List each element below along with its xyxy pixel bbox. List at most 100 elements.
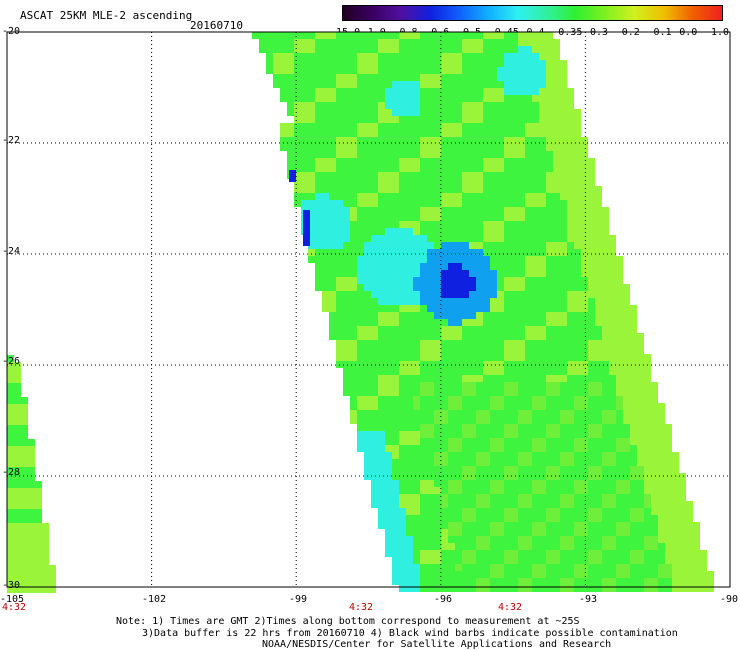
swath-cell <box>441 158 448 165</box>
swath-cell <box>539 473 546 480</box>
swath-cell <box>427 172 434 179</box>
swath-cell <box>595 480 602 487</box>
swath-cell <box>308 193 315 200</box>
swath-cell <box>476 312 483 319</box>
map-title: ASCAT 25KM MLE-2 ascending <box>20 9 193 22</box>
swath-cell <box>588 571 595 578</box>
swath-cell <box>455 74 462 81</box>
swath-cell <box>448 67 455 74</box>
swath-cell <box>287 109 294 116</box>
swath-cell <box>574 403 581 410</box>
swath-cell <box>679 564 686 571</box>
swath-cell <box>343 165 350 172</box>
swath-cell <box>490 95 497 102</box>
swath-cell <box>385 60 392 67</box>
swath-cell <box>700 585 707 592</box>
swath-cell <box>385 536 392 543</box>
swath-cell <box>602 585 609 592</box>
swath-cell <box>476 116 483 123</box>
swath-cell <box>630 326 637 333</box>
swath-cell <box>455 298 462 305</box>
swath-cell <box>308 137 315 144</box>
swath-cell <box>322 165 329 172</box>
swath-cell <box>315 144 322 151</box>
swath-cell <box>504 144 511 151</box>
swath-cell <box>357 382 364 389</box>
swath-cell <box>637 431 644 438</box>
swath-cell <box>567 116 574 123</box>
swath-cell <box>462 214 469 221</box>
swath-cell <box>546 445 553 452</box>
swath-cell <box>574 165 581 172</box>
swath-cell <box>476 389 483 396</box>
swath-cell <box>350 284 357 291</box>
swath-cell <box>441 102 448 109</box>
swath-cell <box>581 424 588 431</box>
swath-cell <box>343 389 350 396</box>
swath-cell <box>637 585 644 592</box>
swath-cell <box>665 578 672 585</box>
swath-cell <box>588 200 595 207</box>
swath-cell <box>511 158 518 165</box>
swath-cell <box>665 585 672 592</box>
swath-cell <box>581 487 588 494</box>
swath-cell <box>546 347 553 354</box>
swath-cell <box>497 480 504 487</box>
swath-cell <box>14 544 21 551</box>
swath-cell <box>371 333 378 340</box>
swath-cell <box>476 305 483 312</box>
swath-cell <box>567 270 574 277</box>
swath-cell <box>441 228 448 235</box>
swath-cell <box>441 32 448 39</box>
swath-cell <box>623 389 630 396</box>
swath-cell <box>434 382 441 389</box>
swath-cell <box>392 515 399 522</box>
swath-cell <box>329 263 336 270</box>
swath-cell <box>343 193 350 200</box>
swath-cell <box>553 221 560 228</box>
swath-cell <box>630 424 637 431</box>
swath-cell <box>483 193 490 200</box>
swath-cell <box>448 263 455 270</box>
swath-cell <box>581 172 588 179</box>
swath-cell <box>609 340 616 347</box>
swath-cell <box>434 172 441 179</box>
swath-cell <box>287 81 294 88</box>
swath-cell <box>280 46 287 53</box>
swath-cell <box>539 557 546 564</box>
swath-cell <box>581 403 588 410</box>
swath-cell <box>371 298 378 305</box>
swath-cell <box>371 340 378 347</box>
swath-cell <box>574 571 581 578</box>
swath-cell <box>427 39 434 46</box>
swath-cell <box>546 46 553 53</box>
swath-cell <box>518 74 525 81</box>
swath-cell <box>434 557 441 564</box>
swath-cell <box>504 480 511 487</box>
swath-cell <box>476 53 483 60</box>
swath-cell <box>392 137 399 144</box>
swath-cell <box>588 431 595 438</box>
swath-cell <box>392 480 399 487</box>
swath-cell <box>602 305 609 312</box>
swath-cell <box>434 368 441 375</box>
swath-cell <box>42 558 49 565</box>
swath-cell <box>399 74 406 81</box>
swath-cell <box>434 46 441 53</box>
swath-cell <box>385 88 392 95</box>
swath-cell <box>441 403 448 410</box>
swath-cell <box>469 130 476 137</box>
swath-cell <box>525 333 532 340</box>
swath-cell <box>420 536 427 543</box>
swath-cell <box>504 564 511 571</box>
swath-cell <box>462 508 469 515</box>
swath-cell <box>504 95 511 102</box>
swath-cell <box>385 116 392 123</box>
swath-cell <box>651 571 658 578</box>
swath-cell <box>455 375 462 382</box>
swath-cell <box>371 431 378 438</box>
swath-cell <box>539 207 546 214</box>
swath-cell <box>644 494 651 501</box>
swath-cell <box>588 543 595 550</box>
swath-cell <box>497 557 504 564</box>
